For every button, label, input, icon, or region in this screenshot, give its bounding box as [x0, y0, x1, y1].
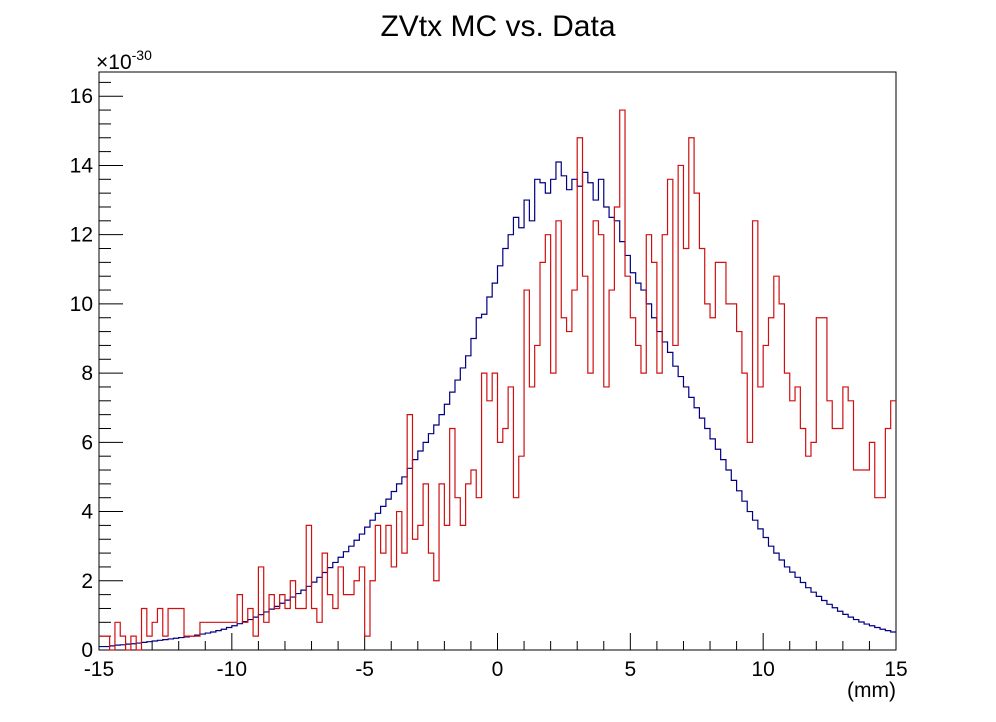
y-tick-label: 8 [81, 362, 93, 385]
y-tick-label: 2 [81, 570, 93, 593]
x-tick-label: -10 [217, 658, 247, 681]
x-tick-label: 10 [751, 658, 774, 681]
series-mc-histogram [99, 161, 896, 648]
series-data-histogram [99, 109, 896, 651]
multiplier-base: ×10 [96, 51, 132, 74]
multiplier-exponent: -30 [132, 47, 152, 63]
y-tick-label: 10 [70, 293, 93, 316]
x-tick-label: -15 [84, 658, 114, 681]
y-tick-label: 6 [81, 431, 93, 454]
x-tick-label: 15 [884, 658, 907, 681]
y-tick-label: 12 [70, 224, 93, 247]
y-tick-label: 14 [70, 154, 94, 177]
y-tick-label: 0 [81, 639, 93, 662]
y-axis-multiplier: ×10-30 [96, 47, 152, 74]
plot-frame [98, 71, 897, 651]
x-tick-label: 5 [624, 658, 636, 681]
y-tick-label: 4 [81, 501, 93, 524]
y-tick-label: 16 [70, 85, 93, 108]
chart-title: ZVtx MC vs. Data [380, 10, 615, 43]
x-tick-label: -5 [355, 658, 374, 681]
y-axis: 0 2 4 6 8 10 12 14 16 [70, 81, 123, 662]
x-tick-label: 0 [492, 658, 504, 681]
x-axis-label: (mm) [847, 679, 896, 702]
x-axis: -15 -10 -5 0 5 10 15 [84, 633, 908, 681]
